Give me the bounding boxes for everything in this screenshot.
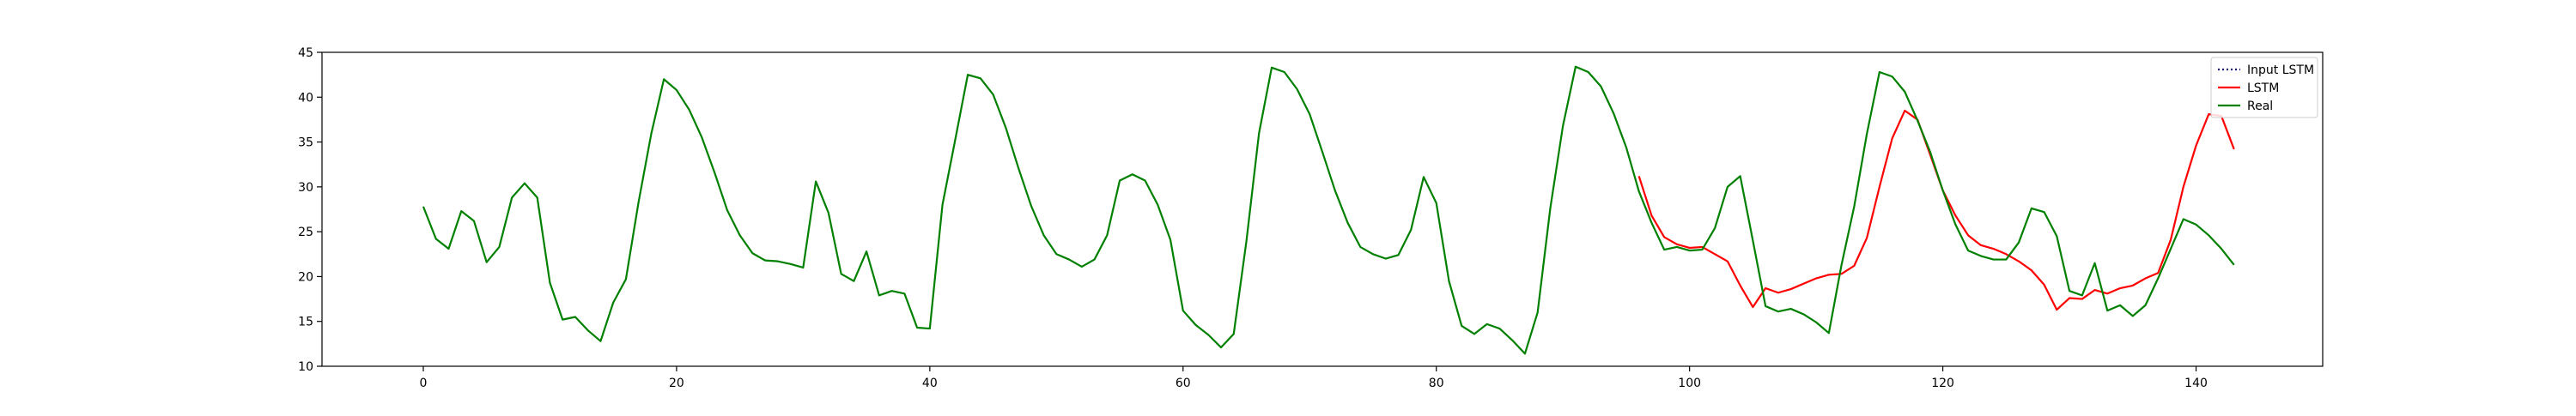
legend-label: Input LSTM xyxy=(2247,63,2314,77)
x-tick-label: 60 xyxy=(1176,377,1191,390)
y-tick-label: 45 xyxy=(298,46,313,60)
y-tick-label: 25 xyxy=(298,226,313,239)
y-tick-label: 30 xyxy=(298,181,313,195)
x-tick-label: 0 xyxy=(420,377,428,390)
y-tick-label: 10 xyxy=(298,360,313,374)
series-line-real xyxy=(422,65,2235,355)
legend-label: LSTM xyxy=(2247,81,2279,95)
x-tick-label: 120 xyxy=(1931,377,1954,390)
x-tick-label: 140 xyxy=(2184,377,2208,390)
x-tick-label: 40 xyxy=(922,377,938,390)
y-tick-label: 40 xyxy=(298,91,313,105)
legend-label: Real xyxy=(2247,99,2273,113)
x-tick-label: 20 xyxy=(669,377,684,390)
chart-legend: Input LSTM LSTM Real xyxy=(2210,57,2318,118)
axes-layer: 0 20 40 60 80 100 120 140 10 15 20 25 30 35 40 45 xyxy=(298,46,2324,390)
y-tick-label: 15 xyxy=(298,316,313,329)
x-tick-label: 100 xyxy=(1678,377,1701,390)
plot-frame xyxy=(321,51,2324,367)
y-tick-label: 20 xyxy=(298,270,313,284)
y-tick-label: 35 xyxy=(298,136,313,150)
x-tick-label: 80 xyxy=(1429,377,1444,390)
series-layer xyxy=(422,65,2235,355)
legend-box xyxy=(2210,57,2318,118)
